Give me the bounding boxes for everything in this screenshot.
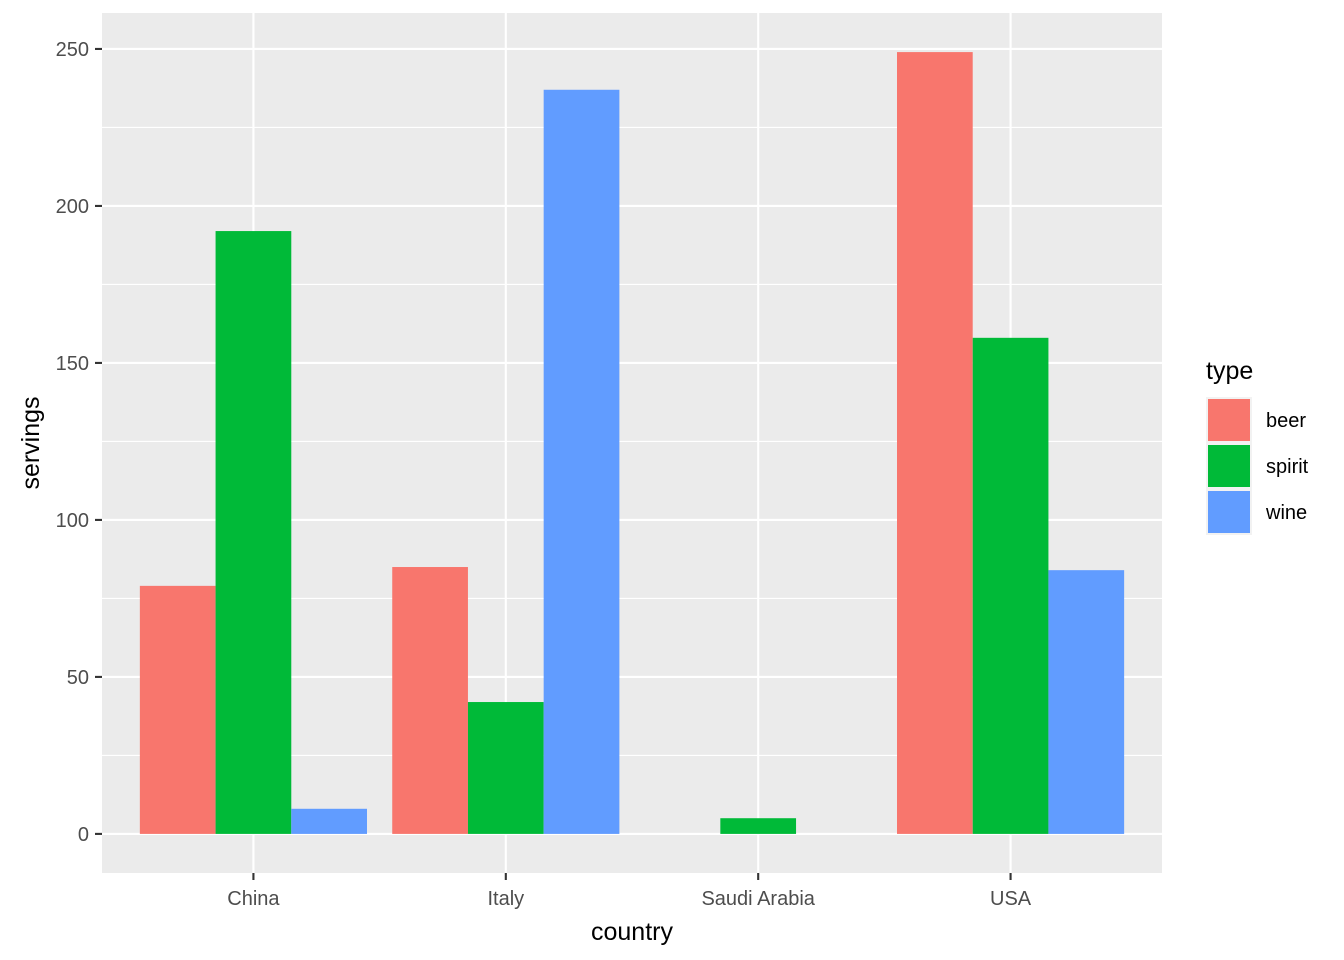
legend: type beer spirit wine: [1206, 357, 1309, 535]
y-tick-label: 200: [56, 196, 89, 218]
x-axis: China Italy Saudi Arabia USA: [227, 873, 1032, 910]
x-tick-label: China: [227, 888, 280, 910]
bar-beer-usa: [897, 52, 973, 834]
y-tick-label: 100: [56, 510, 89, 532]
y-tick-label: 50: [67, 667, 89, 689]
legend-title: type: [1206, 357, 1253, 385]
x-tick-label: Saudi Arabia: [701, 888, 815, 910]
legend-items: beer spirit wine: [1206, 397, 1309, 535]
bars: [139, 52, 1125, 834]
bar-wine-usa: [1048, 570, 1125, 834]
bar-spirit-usa: [972, 337, 1049, 834]
bar-beer-italy: [392, 567, 468, 834]
legend-key-beer: [1208, 399, 1250, 441]
x-axis-title: country: [591, 918, 673, 946]
x-tick-label: Italy: [487, 888, 524, 910]
y-tick-label: 0: [78, 824, 89, 846]
x-tick-label: USA: [990, 888, 1032, 910]
legend-label-wine: wine: [1265, 502, 1307, 524]
bar-wine-china: [291, 808, 367, 834]
y-tick-label: 250: [56, 39, 89, 61]
bar-wine-italy: [543, 89, 620, 834]
legend-key-wine: [1208, 491, 1250, 533]
y-axis-title: servings: [17, 396, 45, 489]
legend-label-spirit: spirit: [1266, 456, 1309, 478]
bar-spirit-italy: [467, 702, 544, 834]
y-tick-label: 150: [56, 353, 89, 375]
bar-spirit-china: [215, 231, 292, 834]
bar-spirit-saudi-arabia: [720, 818, 797, 834]
bar-beer-china: [139, 585, 216, 834]
legend-key-spirit: [1208, 445, 1250, 487]
legend-label-beer: beer: [1266, 410, 1306, 432]
y-axis: 0 50 100 150 200 250: [56, 39, 102, 846]
